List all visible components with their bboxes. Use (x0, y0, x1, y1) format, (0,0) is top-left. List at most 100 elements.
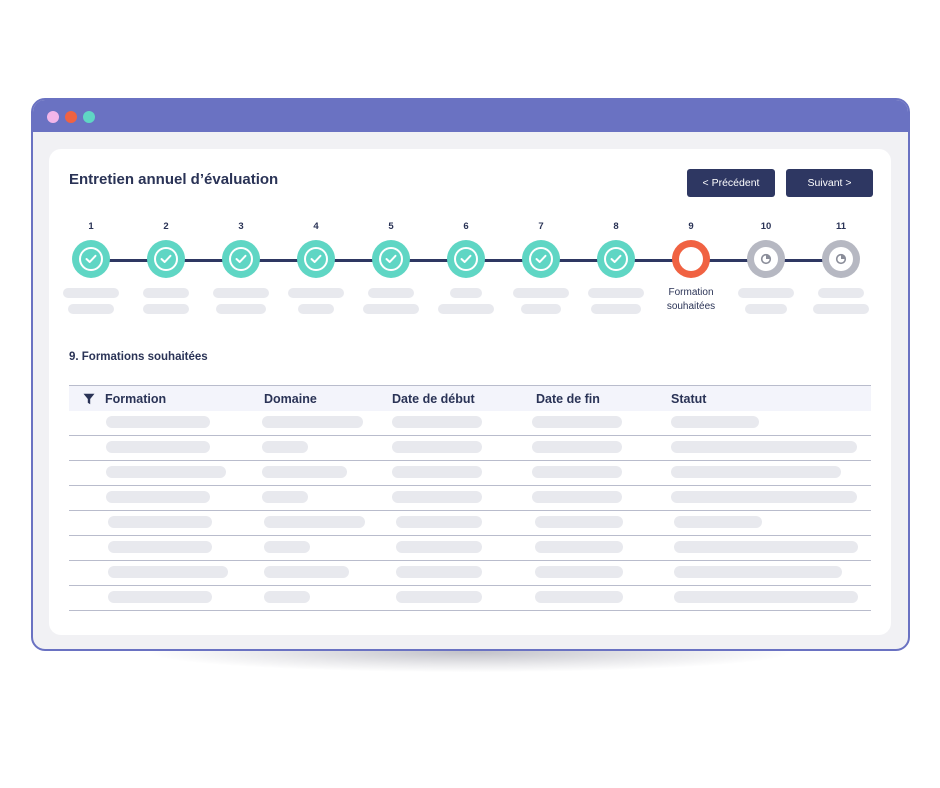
check-icon (385, 254, 397, 263)
step-circle-todo[interactable] (822, 240, 860, 278)
step-circle-done[interactable] (522, 240, 560, 278)
step-number: 2 (163, 221, 169, 232)
cell-placeholder (262, 466, 347, 478)
cell-placeholder (108, 516, 212, 528)
table-row[interactable] (69, 536, 871, 561)
table-row[interactable] (69, 561, 871, 586)
cell-placeholder (671, 466, 841, 478)
step-circle-current[interactable] (672, 240, 710, 278)
step-circle-done[interactable] (372, 240, 410, 278)
step-label-placeholder (738, 288, 794, 298)
step-circle-done[interactable] (72, 240, 110, 278)
cell-placeholder (392, 416, 482, 428)
column-header-date-fin[interactable]: Date de fin (536, 392, 600, 406)
step-label-placeholder (450, 288, 482, 298)
table-row[interactable] (69, 461, 871, 486)
check-icon (85, 254, 97, 263)
cell-placeholder (264, 541, 310, 553)
cell-placeholder (674, 566, 842, 578)
step-label-placeholder (813, 304, 869, 314)
step-number: 7 (538, 221, 544, 232)
cell-placeholder (535, 566, 623, 578)
step-number: 3 (238, 221, 244, 232)
check-icon (235, 254, 247, 263)
browser-window: Entretien annuel d’évaluation < Précéden… (31, 98, 910, 651)
cell-placeholder (392, 466, 482, 478)
step-label-placeholder (438, 304, 494, 314)
step-label-line: souhaitées (666, 301, 716, 312)
window-titlebar (33, 100, 908, 132)
column-header-domaine[interactable]: Domaine (264, 392, 317, 406)
step-number: 5 (388, 221, 394, 232)
cell-placeholder (106, 491, 210, 503)
step-5[interactable]: 5 (351, 221, 431, 314)
table-row[interactable] (69, 436, 871, 461)
step-4[interactable]: 4 (276, 221, 356, 314)
window-dot-pink[interactable] (47, 111, 59, 123)
step-2[interactable]: 2 (126, 221, 206, 314)
step-label-placeholder (588, 288, 644, 298)
cell-placeholder (262, 491, 308, 503)
cell-placeholder (674, 591, 858, 603)
cell-placeholder (106, 416, 210, 428)
window-dot-teal[interactable] (83, 111, 95, 123)
table-row[interactable] (69, 511, 871, 536)
step-label-line: Formation (668, 287, 714, 298)
page-title: Entretien annuel d’évaluation (69, 171, 279, 188)
table-row[interactable] (69, 586, 871, 611)
cell-placeholder (532, 416, 622, 428)
stepper: 1 2 3 (49, 149, 891, 329)
step-label-placeholder (745, 304, 787, 314)
step-number: 8 (613, 221, 619, 232)
step-number: 10 (760, 221, 772, 232)
cell-placeholder (671, 491, 857, 503)
step-7[interactable]: 7 (501, 221, 581, 314)
step-circle-todo[interactable] (747, 240, 785, 278)
next-button[interactable]: Suivant > (786, 169, 873, 197)
cell-placeholder (396, 566, 482, 578)
clock-icon (835, 253, 847, 265)
step-circle-done[interactable] (297, 240, 335, 278)
window-dot-red[interactable] (65, 111, 77, 123)
cell-placeholder (392, 441, 482, 453)
cell-placeholder (264, 591, 310, 603)
step-3[interactable]: 3 (201, 221, 281, 314)
step-label-placeholder (68, 304, 114, 314)
step-number: 6 (463, 221, 469, 232)
table-row[interactable] (69, 411, 871, 436)
step-label-placeholder (143, 304, 189, 314)
cell-placeholder (392, 491, 482, 503)
column-header-statut[interactable]: Statut (671, 392, 707, 406)
step-label-placeholder (143, 288, 189, 298)
step-9-current[interactable]: 9 Formation souhaitées (651, 221, 731, 314)
step-label-placeholder (288, 288, 344, 298)
step-6[interactable]: 6 (426, 221, 506, 314)
cell-placeholder (535, 591, 623, 603)
step-circle-done[interactable] (597, 240, 635, 278)
step-11[interactable]: 11 (801, 221, 881, 314)
cell-placeholder (262, 441, 308, 453)
step-label-placeholder (298, 304, 334, 314)
column-header-date-debut[interactable]: Date de début (392, 392, 475, 406)
step-1[interactable]: 1 (51, 221, 131, 314)
step-circle-done[interactable] (447, 240, 485, 278)
cell-placeholder (535, 516, 623, 528)
cell-placeholder (674, 516, 762, 528)
step-circle-done[interactable] (222, 240, 260, 278)
column-header-formation[interactable]: Formation (105, 392, 167, 406)
check-icon (310, 254, 322, 263)
check-icon (460, 254, 472, 263)
current-step-indicator-icon (679, 247, 703, 271)
step-8[interactable]: 8 (576, 221, 656, 314)
cell-placeholder (264, 566, 349, 578)
table-row[interactable] (69, 486, 871, 511)
step-number: 11 (835, 221, 847, 232)
step-circle-done[interactable] (147, 240, 185, 278)
check-icon (535, 254, 547, 263)
previous-button[interactable]: < Précédent (687, 169, 775, 197)
section-title: 9. Formations souhaitées (69, 351, 208, 363)
step-10[interactable]: 10 (726, 221, 806, 314)
check-icon (160, 254, 172, 263)
filter-icon[interactable] (83, 393, 95, 405)
cell-placeholder (106, 466, 226, 478)
